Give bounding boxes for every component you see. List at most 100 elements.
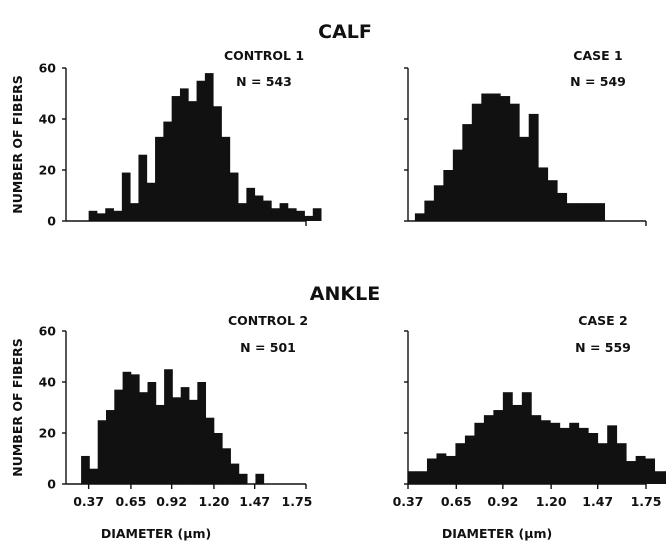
histogram-bar — [188, 101, 197, 221]
histogram-bar — [490, 93, 501, 221]
histogram-bar — [519, 136, 530, 221]
histogram-bar — [595, 203, 606, 221]
histogram-bar — [576, 203, 587, 221]
histogram-bar — [550, 422, 561, 484]
histogram-bar — [106, 410, 115, 484]
histogram-bar — [213, 106, 222, 221]
x-tick-label: 0.37 — [73, 494, 104, 509]
histogram-bar — [597, 443, 608, 484]
histogram-bar — [645, 458, 656, 484]
histogram-bar — [635, 455, 646, 484]
panel-label: CONTROL 2 — [228, 313, 308, 328]
histogram-bar — [464, 435, 475, 484]
histogram-bar — [147, 382, 157, 484]
histogram-bar — [547, 180, 558, 221]
histogram-bar — [213, 433, 223, 484]
y-tick-label: 40 — [39, 112, 57, 127]
histogram-bar — [569, 422, 580, 484]
histogram-bar — [238, 203, 247, 221]
x-axis-title: DIAMETER (µm) — [442, 526, 552, 541]
histogram-bar — [445, 455, 456, 484]
histogram-bar — [588, 433, 599, 484]
histogram-bar — [557, 192, 568, 221]
histogram-bar — [433, 185, 444, 221]
x-tick-label: 0.92 — [156, 494, 187, 509]
histogram-bar — [616, 443, 627, 484]
y-axis-title: NUMBER OF FIBERS — [10, 75, 25, 214]
histogram-bar — [96, 213, 106, 221]
histogram-bar — [452, 149, 463, 221]
histogram-bar — [262, 200, 272, 221]
y-tick-label: 60 — [39, 61, 57, 76]
histogram-bar — [196, 80, 206, 221]
histogram-bar — [230, 463, 240, 484]
histogram-bar — [509, 103, 520, 221]
x-tick-label: 1.47 — [239, 494, 270, 509]
histogram-bar — [81, 455, 90, 484]
y-axis-title: NUMBER OF FIBERS — [10, 338, 25, 477]
histogram-bar — [271, 208, 280, 221]
histogram-bar — [254, 195, 264, 221]
x-tick-label: 0.92 — [487, 494, 518, 509]
histogram-bar — [502, 392, 513, 484]
histogram-bar — [163, 121, 173, 221]
histogram-bar — [122, 371, 132, 484]
histogram-panel-case-2: 0.37 0.65 0.92 1.20 1.47 1.75 CASE 2 N = 559 DIA… — [393, 313, 666, 541]
histogram-bar — [531, 415, 542, 484]
histogram-bar — [179, 88, 189, 222]
x-axis-title: DIAMETER (µm) — [101, 526, 211, 541]
histogram-bar — [121, 172, 131, 221]
histogram-bar — [585, 203, 596, 221]
histogram-bar — [578, 427, 589, 484]
x-tick-label: 1.75 — [631, 494, 662, 509]
section-title-ankle: ANKLE — [310, 283, 380, 305]
histogram-bar — [626, 461, 637, 484]
histogram-bar — [304, 215, 314, 221]
histogram-bar — [483, 415, 494, 484]
y-tick-label: 20 — [39, 163, 57, 178]
sample-size-label: N = 543 — [236, 74, 292, 89]
histogram-bar — [89, 468, 99, 484]
histogram-bar — [528, 113, 539, 221]
panel-label: CONTROL 1 — [224, 48, 304, 63]
histogram-bar — [664, 471, 666, 484]
sample-size-label: N = 549 — [570, 74, 626, 89]
x-tick-label: 0.65 — [441, 494, 472, 509]
x-tick-label: 1.75 — [282, 494, 313, 509]
histogram-bar — [221, 136, 231, 221]
histogram-bar — [408, 471, 418, 484]
histogram-bar — [130, 374, 140, 484]
sample-size-label: N = 501 — [240, 340, 296, 355]
histogram-bar — [279, 203, 289, 221]
histogram-bar — [255, 473, 265, 484]
histogram-bar — [287, 208, 297, 221]
histogram-bar — [222, 448, 231, 484]
histogram-bar — [130, 203, 139, 221]
histogram-bar — [462, 124, 473, 221]
histogram-bar — [246, 187, 256, 221]
histogram-bar — [521, 392, 532, 484]
histogram-bar — [414, 213, 425, 221]
histogram-bar — [229, 172, 239, 221]
histogram-bar — [417, 471, 428, 484]
histogram-bar — [238, 473, 248, 484]
histogram-bar — [88, 210, 98, 221]
section-title-calf: CALF — [318, 21, 372, 43]
histogram-bar — [146, 182, 156, 221]
histogram-bar — [172, 397, 182, 484]
histogram-bar — [540, 420, 551, 484]
x-tick-label: 1.20 — [536, 494, 567, 509]
histogram-bar — [204, 73, 214, 221]
histogram-panel-control-1: 0 20 40 60 CONTROL 1 N = 543 NUMBER OF FIBERS — [10, 48, 322, 229]
histogram-bar — [113, 210, 123, 221]
y-tick-label: 60 — [39, 324, 57, 339]
y-tick-label: 0 — [47, 214, 56, 229]
histogram-bar — [443, 170, 454, 221]
histogram-bar — [493, 410, 504, 484]
histogram-bar — [97, 420, 107, 484]
histogram-bar — [139, 392, 148, 484]
histogram-bar — [512, 404, 523, 484]
panel-label: CASE 1 — [573, 48, 622, 63]
histogram-bar — [538, 167, 549, 221]
histogram-bar — [155, 404, 165, 484]
